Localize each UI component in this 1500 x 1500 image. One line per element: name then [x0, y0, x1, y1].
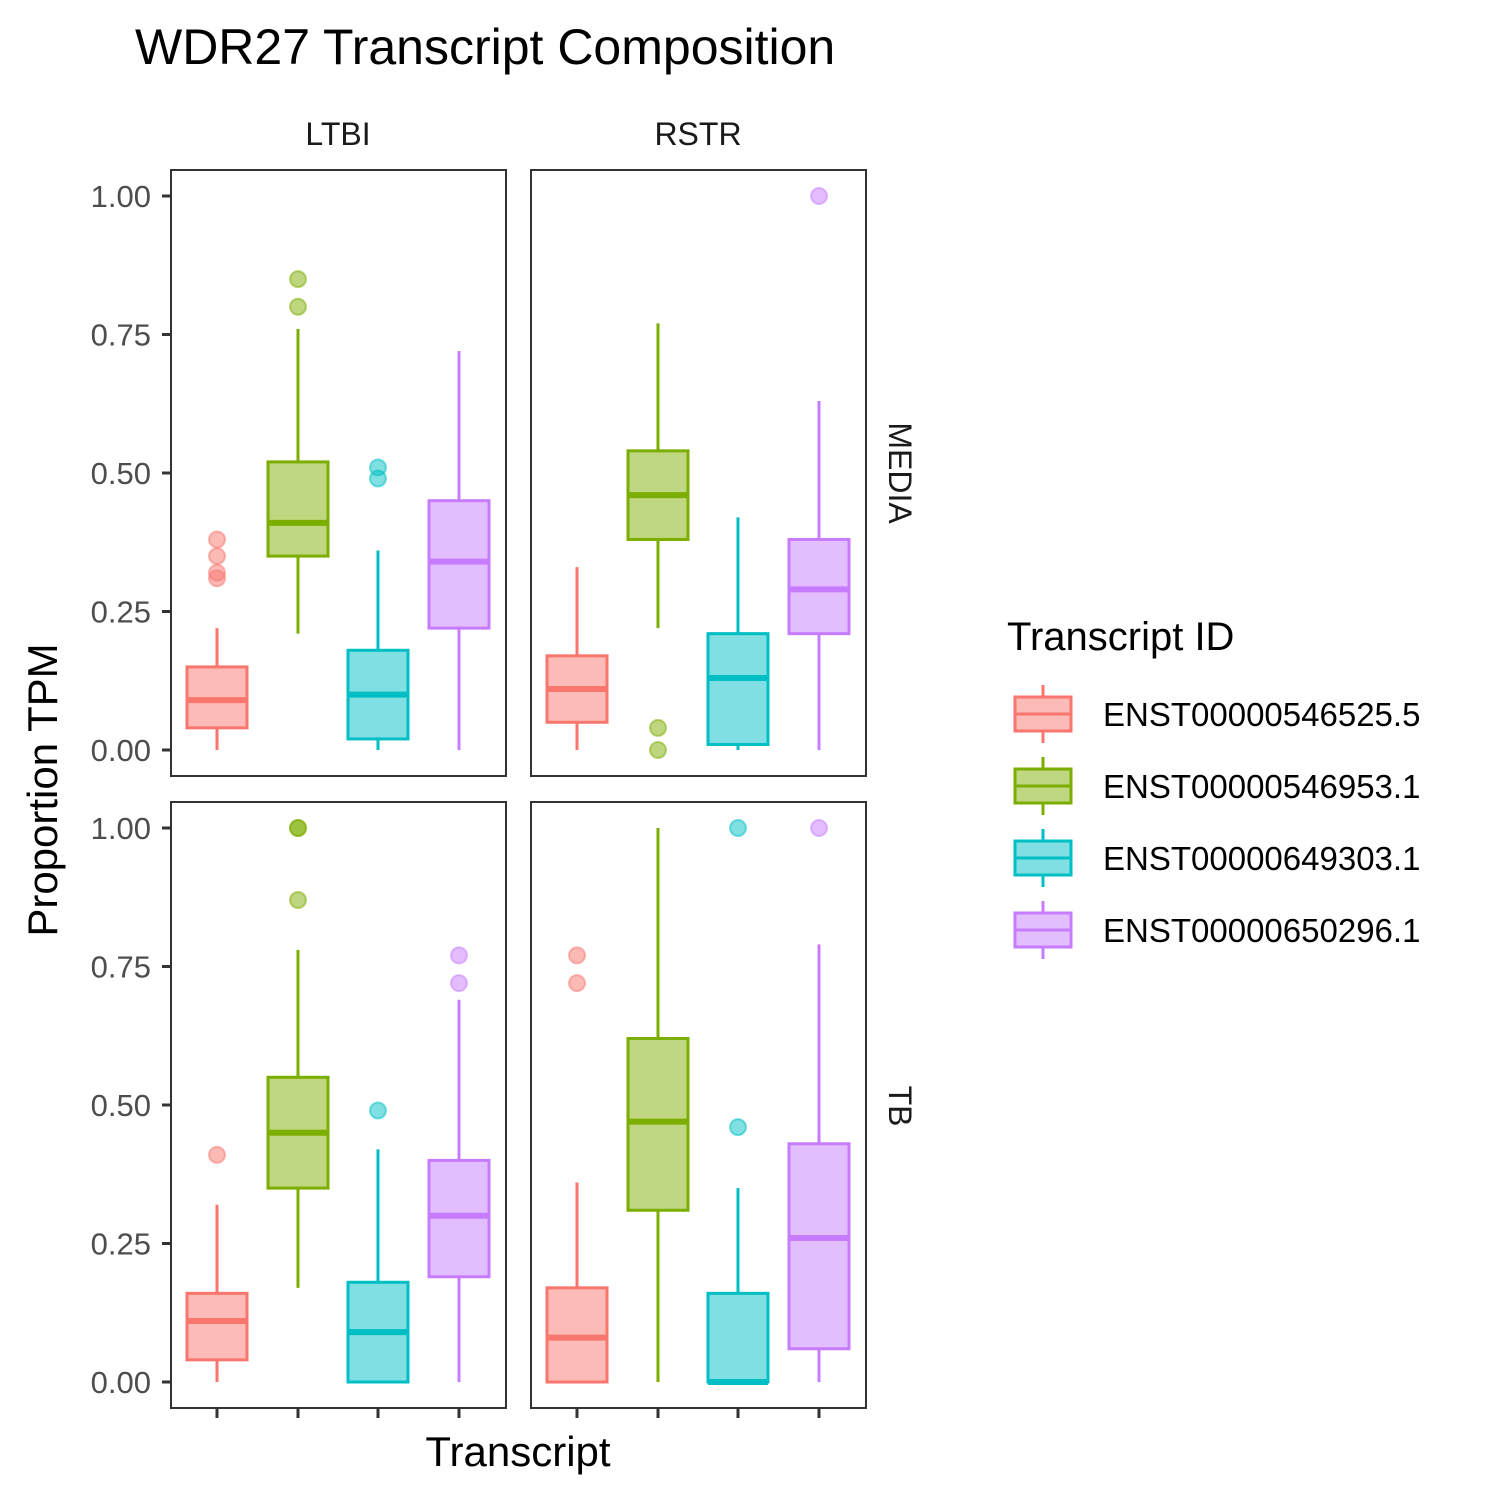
panel-rstr-tb — [530, 801, 867, 1418]
box-ENST00000546953.1 — [626, 323, 690, 759]
outlier-point — [649, 741, 667, 759]
facet-col-label-ltbi: LTBI — [305, 116, 370, 152]
panel-rstr-media — [530, 169, 867, 777]
legend-label: ENST00000649303.1 — [1103, 840, 1420, 877]
legend-label: ENST00000650296.1 — [1103, 912, 1420, 949]
box-ENST00000546953.1 — [266, 819, 330, 1288]
outlier-point — [289, 297, 307, 316]
legend-entry-ENST00000649303.1: ENST00000649303.1 — [1013, 829, 1420, 887]
legend-label: ENST00000546525.5 — [1103, 696, 1420, 733]
outlier-point — [810, 187, 828, 205]
y-tick-label: 0.75 — [91, 318, 151, 353]
legend-entry-ENST00000546525.5: ENST00000546525.5 — [1013, 685, 1420, 743]
outlier-point — [208, 569, 226, 588]
box-ENST00000649303.1 — [346, 458, 410, 750]
facet-row-label-media: MEDIA — [882, 422, 918, 524]
facet-row-label-tb: TB — [882, 1086, 918, 1127]
outlier-point — [289, 891, 307, 910]
outlier-point — [450, 946, 468, 965]
y-tick-label: 0.50 — [91, 1088, 151, 1123]
box-ENST00000649303.1 — [706, 819, 770, 1385]
outlier-point — [450, 974, 468, 993]
box-iqr — [787, 1142, 851, 1351]
outlier-point — [810, 819, 828, 837]
y-tick-label: 0.00 — [91, 733, 151, 768]
box-ENST00000546953.1 — [626, 828, 690, 1382]
outlier-point — [289, 270, 307, 289]
facet-panels: 0.00 0.25 0.50 0.75 1.00 0.00 0.25 0.50 0.75 1.00 — [91, 169, 867, 1418]
outlier-point — [369, 1101, 387, 1120]
outlier-point — [729, 819, 747, 837]
box-ENST00000650296.1 — [787, 187, 851, 750]
box-ENST00000546953.1 — [266, 270, 330, 634]
legend-title: Transcript ID — [1007, 615, 1234, 659]
legend-entry-ENST00000650296.1: ENST00000650296.1 — [1013, 901, 1420, 959]
box-ENST00000650296.1 — [427, 351, 491, 750]
outlier-point — [568, 946, 586, 965]
box-ENST00000649303.1 — [706, 517, 770, 750]
outlier-point — [729, 1118, 747, 1137]
outlier-point — [568, 974, 586, 993]
legend: Transcript ID ENST00000546525.5 ENST00000… — [1007, 615, 1420, 959]
legend-label: ENST00000546953.1 — [1103, 768, 1420, 805]
y-tick-label: 0.50 — [91, 456, 151, 491]
y-tick-label: 1.00 — [91, 811, 151, 846]
x-axis-label: Transcript — [425, 1428, 610, 1475]
y-tick-label: 1.00 — [91, 179, 151, 214]
box-ENST00000546525.5 — [545, 567, 609, 750]
y-tick-label: 0.75 — [91, 950, 151, 985]
box-ENST00000546525.5 — [185, 530, 249, 750]
box-ENST00000649303.1 — [346, 1101, 410, 1384]
legend-entry-ENST00000546953.1: ENST00000546953.1 — [1013, 757, 1420, 815]
outlier-point — [208, 1145, 226, 1164]
box-iqr — [706, 1291, 770, 1384]
y-axis-label: Proportion TPM — [19, 643, 66, 936]
outlier-point — [369, 469, 387, 488]
chart-title: WDR27 Transcript Composition — [135, 19, 835, 75]
outlier-point — [208, 530, 226, 549]
box-ENST00000650296.1 — [427, 946, 491, 1382]
box-ENST00000546525.5 — [185, 1145, 249, 1382]
box-iqr — [266, 460, 330, 558]
box-ENST00000650296.1 — [787, 819, 851, 1382]
outlier-point — [289, 819, 307, 837]
box-ENST00000546525.5 — [545, 946, 609, 1384]
box-iqr — [706, 632, 770, 746]
panel-ltbi-tb: 0.00 0.25 0.50 0.75 1.00 — [91, 801, 507, 1418]
outlier-point — [208, 547, 226, 566]
panel-ltbi-media: 0.00 0.25 0.50 0.75 1.00 — [91, 169, 507, 777]
y-tick-label: 0.25 — [91, 1227, 151, 1262]
y-tick-label: 0.00 — [91, 1365, 151, 1400]
outlier-point — [649, 718, 667, 737]
y-tick-label: 0.25 — [91, 595, 151, 630]
box-iqr — [185, 1291, 249, 1362]
facet-col-label-rstr: RSTR — [654, 116, 741, 152]
